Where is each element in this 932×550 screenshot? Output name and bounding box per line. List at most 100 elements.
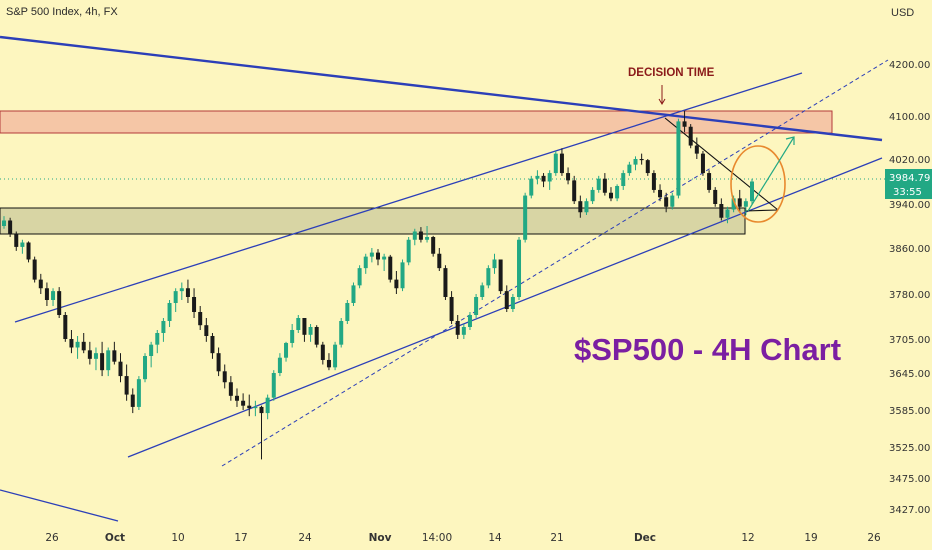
candle-body	[382, 256, 387, 260]
resistance-zone	[0, 110, 833, 134]
candle-body	[198, 312, 203, 326]
long-downtrend-line[interactable]	[0, 35, 883, 142]
candle-body	[608, 192, 613, 199]
candle-body	[210, 336, 215, 354]
triangle-upper-line[interactable]	[664, 117, 779, 211]
candle-body	[713, 189, 718, 204]
candle-body	[308, 327, 313, 335]
decision-label: DECISION TIME	[628, 67, 715, 79]
candle-body	[731, 198, 736, 210]
candle-body	[363, 256, 368, 269]
candle-body	[394, 279, 399, 289]
currency-label: USD	[891, 7, 915, 19]
candle-body	[192, 297, 197, 312]
candle-body	[725, 209, 730, 218]
candle-body	[676, 121, 681, 196]
candle-body	[326, 359, 331, 368]
candle-body	[412, 231, 417, 240]
x-tick-label: 26	[45, 532, 59, 544]
candle-body	[400, 262, 405, 289]
candle-body	[425, 237, 430, 240]
candle-body	[498, 259, 503, 292]
candle-body	[63, 315, 68, 339]
candle-body	[566, 173, 571, 181]
target-arrow-head	[785, 136, 795, 145]
candle-body	[14, 234, 19, 247]
candle-body	[664, 197, 669, 207]
candle-body	[8, 220, 13, 235]
candle-body	[204, 325, 209, 336]
upper-channel-line[interactable]	[14, 72, 803, 323]
y-tick-label: 4020.00	[889, 155, 930, 166]
candle-body	[222, 371, 227, 383]
bottom-left-line[interactable]	[0, 489, 119, 522]
candle-body	[57, 291, 62, 315]
candle-body	[431, 237, 436, 254]
candle-body	[100, 353, 105, 371]
candle-body	[510, 297, 515, 309]
candle-body	[20, 242, 25, 247]
candle-body	[707, 173, 712, 190]
x-tick-label: 17	[234, 532, 247, 544]
y-tick-label: 3585.00	[889, 406, 930, 417]
candle-body	[136, 379, 141, 407]
candle-body	[633, 159, 638, 165]
x-axis: 26 Oct 10 17 24 Nov 14:00 14 21 Dec 12 19 26	[45, 532, 881, 544]
candle-body	[523, 195, 528, 240]
triangle-lower-line[interactable]	[744, 209, 779, 212]
candle-body	[179, 288, 184, 292]
candle-body	[596, 178, 601, 190]
candle-body	[333, 344, 338, 368]
target-arrow[interactable]	[747, 136, 795, 212]
candle-body	[700, 153, 705, 174]
candle-body	[645, 160, 650, 174]
candle-body	[443, 268, 448, 297]
candles-group	[2, 110, 754, 460]
candle-body	[670, 195, 675, 207]
candle-body	[639, 159, 644, 161]
y-tick-label: 3780.00	[889, 290, 930, 301]
candle-body	[87, 350, 92, 359]
candle-body	[547, 173, 552, 182]
x-tick-label: 21	[550, 532, 563, 544]
candle-body	[118, 361, 123, 377]
candle-body	[253, 406, 258, 409]
candle-body	[247, 405, 252, 409]
x-tick-label: 14	[488, 532, 502, 544]
candle-body	[106, 350, 111, 371]
y-axis: 4200.00 4100.00 4020.00 3940.00 3860.00 3780.…	[889, 60, 930, 516]
candle-body	[81, 341, 86, 351]
candle-body	[449, 297, 454, 321]
candle-body	[651, 173, 656, 190]
x-tick-label: 12	[741, 532, 754, 544]
projected-channel-line[interactable]	[221, 59, 889, 467]
y-tick-label: 3645.00	[889, 369, 930, 380]
y-tick-label: 3427.00	[889, 505, 930, 516]
candle-body	[130, 394, 135, 407]
candle-body	[44, 288, 49, 300]
candle-body	[584, 201, 589, 213]
chart-title: S&P 500 Index, 4h, FX	[6, 6, 118, 18]
support-zone	[0, 207, 746, 235]
candle-body	[553, 153, 558, 174]
candle-body	[559, 153, 564, 174]
y-tick-label: 3475.00	[889, 474, 930, 485]
candle-body	[682, 121, 687, 127]
candle-body	[743, 201, 748, 207]
price-tag-countdown: 33:55	[893, 187, 922, 198]
candle-body	[688, 126, 693, 146]
candle-body	[578, 201, 583, 213]
candle-body	[271, 373, 276, 398]
candle-body	[541, 175, 546, 182]
candle-body	[112, 350, 117, 362]
candle-body	[418, 231, 423, 240]
y-tick-label: 3525.00	[889, 443, 930, 454]
candle-body	[572, 180, 577, 202]
candle-body	[320, 344, 325, 360]
candle-body	[474, 297, 479, 315]
highlight-circle	[730, 145, 786, 223]
candle-body	[357, 268, 362, 286]
candle-body	[155, 333, 160, 345]
